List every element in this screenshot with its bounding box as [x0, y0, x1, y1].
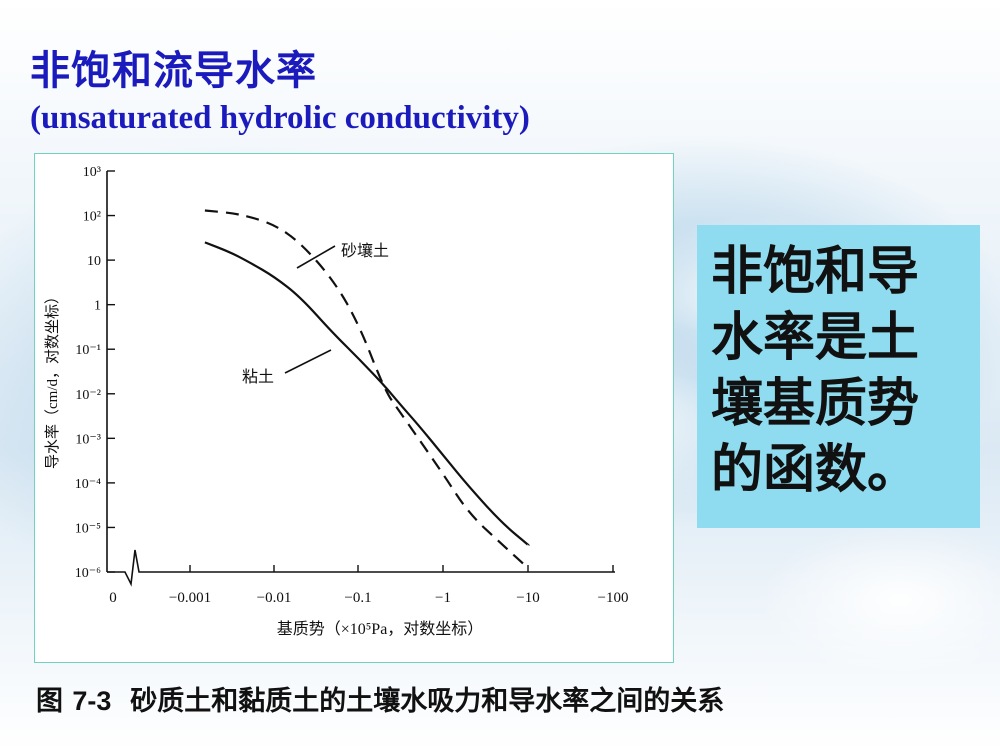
- slide-title-english: (unsaturated hydrolic conductivity): [30, 100, 530, 136]
- x-axis-line: [107, 549, 615, 587]
- caption-number: 7-3: [72, 686, 112, 716]
- clay-label: 粘土: [242, 368, 274, 386]
- y-axis-title: 导水率（cm/d，对数坐标）: [44, 289, 61, 469]
- x-tick-label: −100: [598, 590, 629, 606]
- y-tick-label: 10⁻⁵: [75, 521, 101, 536]
- x-tick-label: 0: [109, 590, 117, 606]
- y-tick-label: 10⁻⁶: [75, 566, 101, 581]
- sandy-loam-label: 砂壤土: [341, 241, 389, 260]
- chart-panel: 10³ 10² 10 1 10⁻¹ 10⁻² 10⁻³ 10⁻⁴ 10⁻⁵ 10⁻⁶ 0 −0.00…: [34, 153, 674, 663]
- x-tick-label: −0.1: [344, 590, 371, 606]
- caption-text: 砂质土和黏质土的土壤水吸力和导水率之间的关系: [130, 686, 725, 717]
- figure-caption: 图 7-3 砂质土和黏质土的土壤水吸力和导水率之间的关系: [36, 683, 886, 720]
- x-tick-label: −1: [435, 590, 451, 606]
- x-axis-title: 基质势（×10⁵Pa，对数坐标）: [277, 620, 484, 638]
- y-tick-label: 10⁻³: [75, 432, 101, 447]
- y-tick-label: 10⁻²: [75, 388, 101, 403]
- x-tick-label: −0.001: [169, 590, 211, 606]
- sandy-loam-curve: [204, 209, 530, 570]
- slide-title-chinese: 非饱和流导水率: [30, 48, 317, 94]
- y-tick-label: 10²: [83, 210, 101, 225]
- sandy-loam-leader: [296, 245, 336, 269]
- y-tick-label: 10⁻⁴: [75, 477, 101, 492]
- caption-prefix: 图: [36, 686, 63, 717]
- y-tick-label: 10⁻¹: [75, 343, 101, 358]
- x-tick-label: −0.01: [257, 590, 292, 606]
- y-tick-label: 10: [87, 254, 101, 269]
- clay-leader: [284, 349, 332, 374]
- callout-box: 非饱和导水率是土壤基质势的函数。: [697, 225, 980, 528]
- clay-curve: [204, 241, 530, 547]
- conductivity-chart: 10³ 10² 10 1 10⁻¹ 10⁻² 10⁻³ 10⁻⁴ 10⁻⁵ 10⁻⁶ 0 −0.00…: [44, 165, 629, 638]
- x-tick-label: −10: [516, 590, 539, 606]
- y-tick-label: 1: [94, 299, 101, 314]
- y-tick-label: 10³: [83, 165, 101, 180]
